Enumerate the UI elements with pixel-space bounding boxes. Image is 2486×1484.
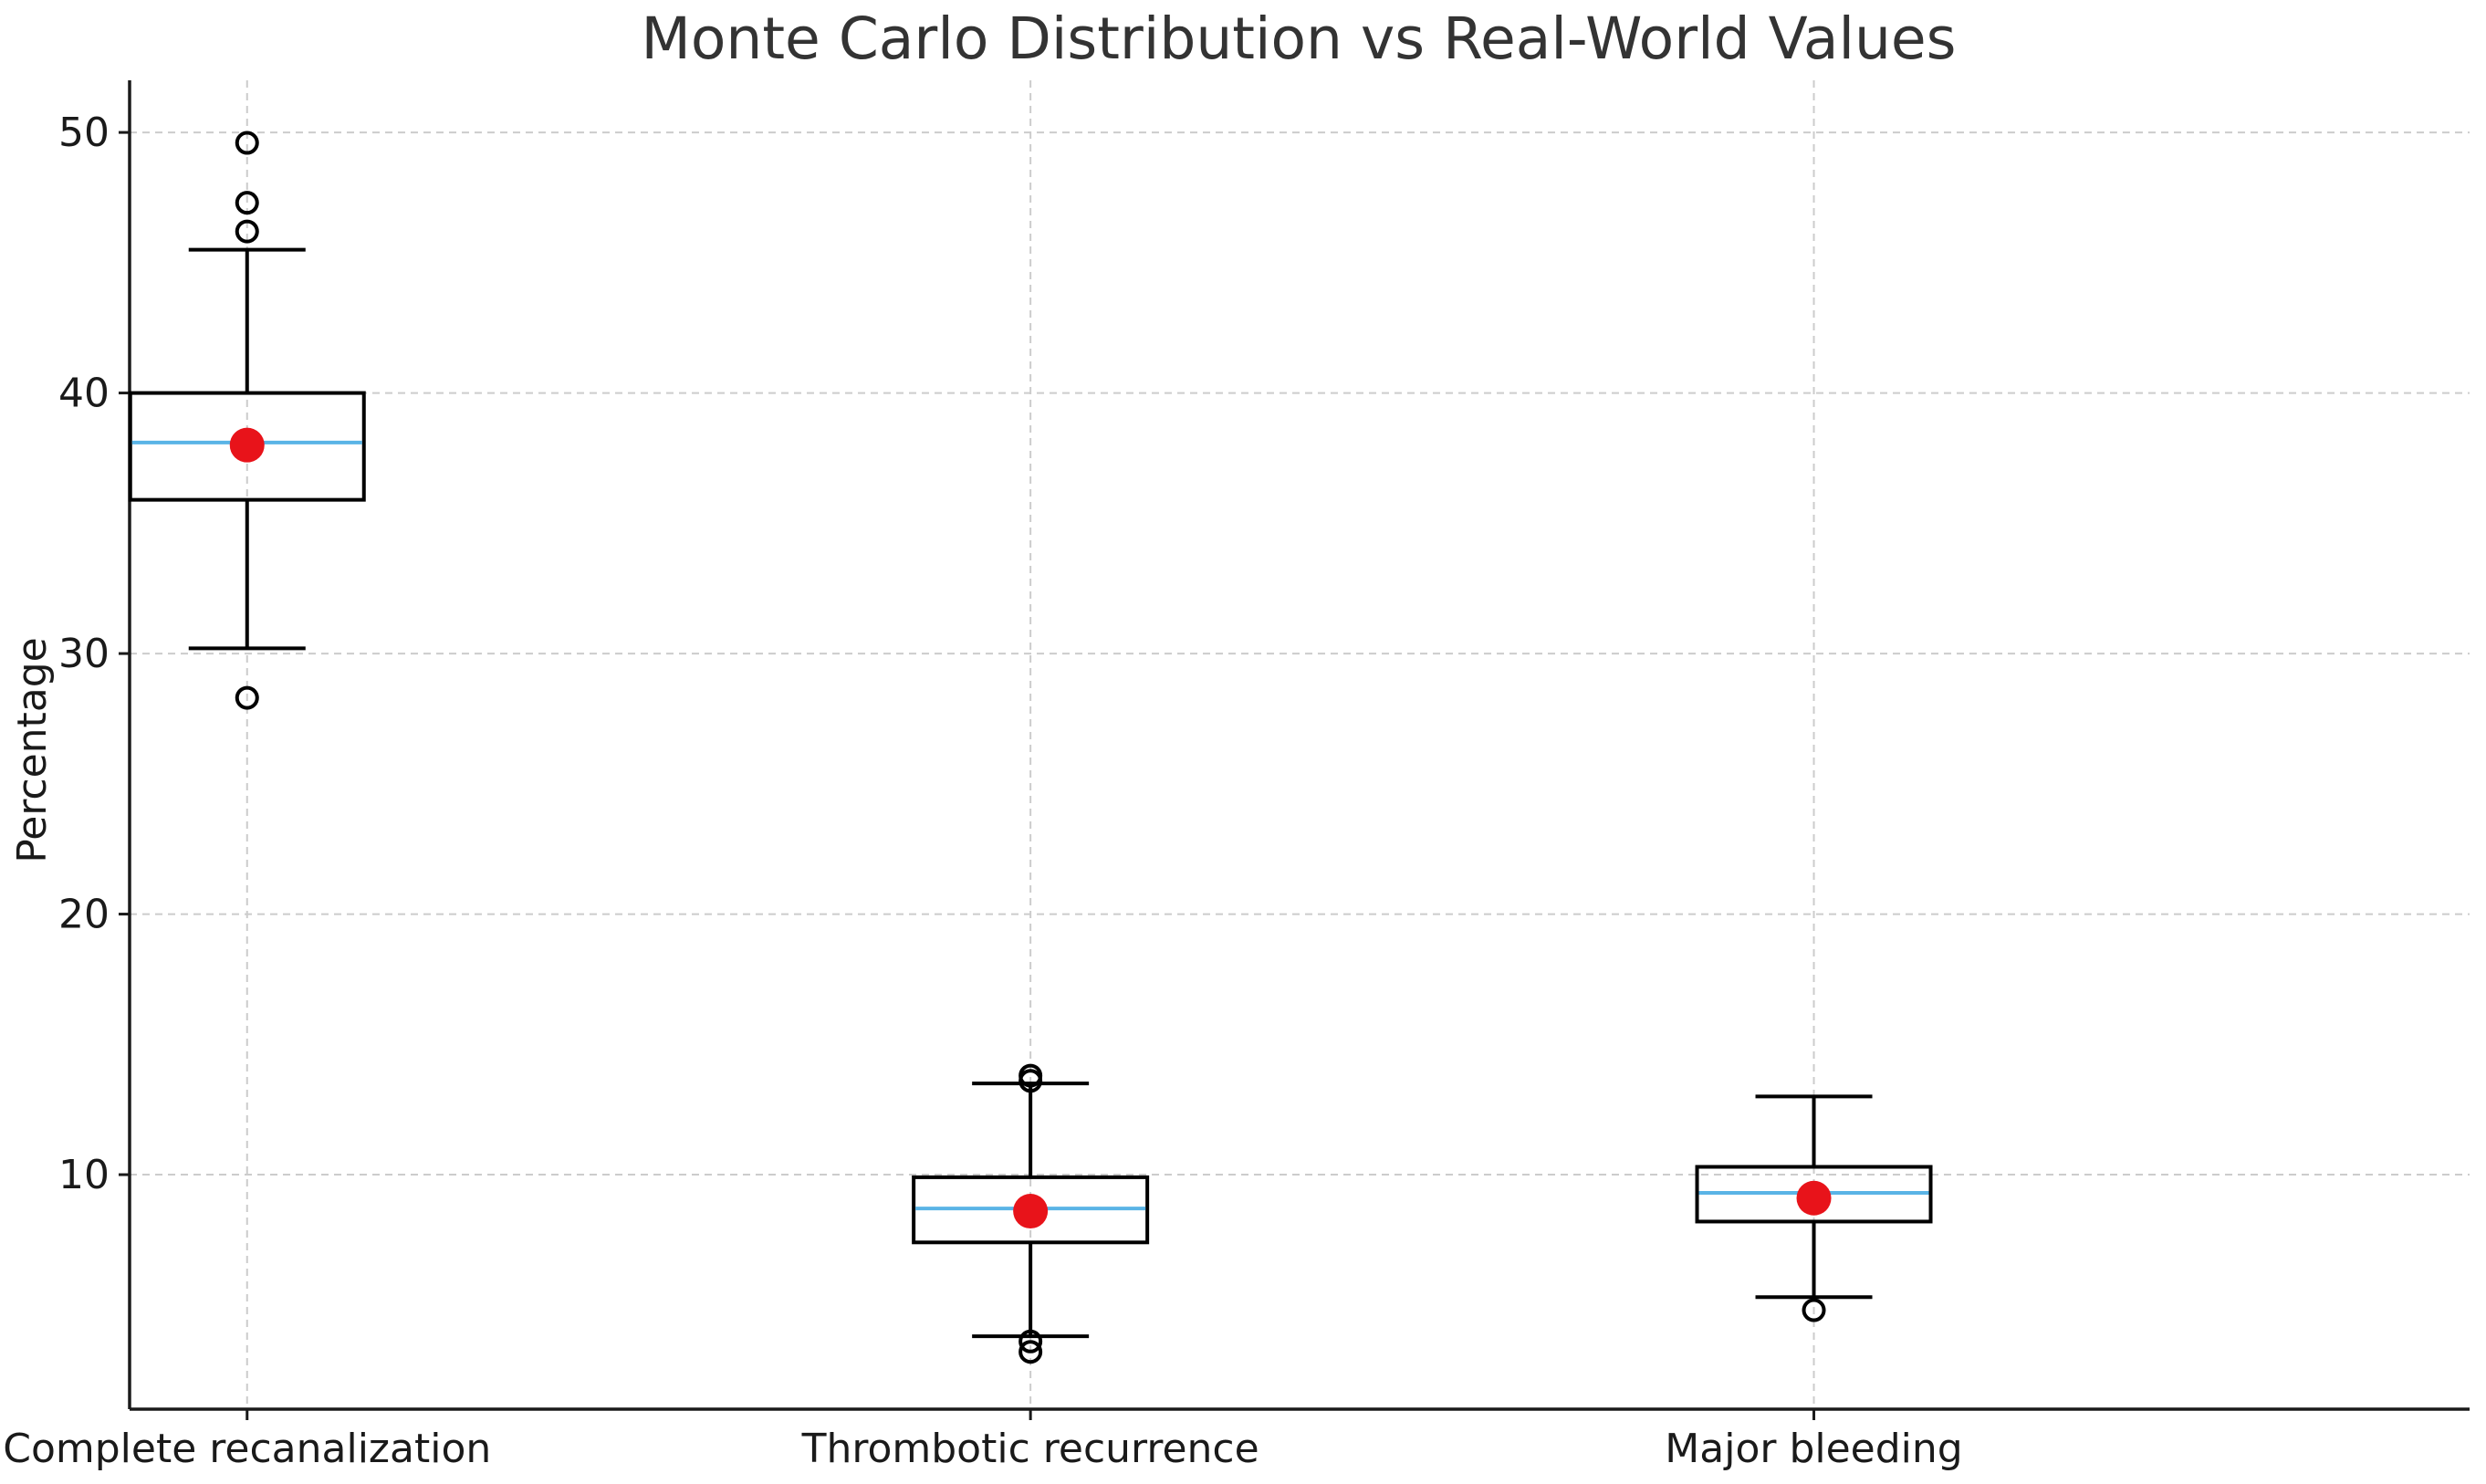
iqr-box xyxy=(1695,1165,1933,1224)
outlier-point-0 xyxy=(235,685,259,710)
y-tick-label-40: 40 xyxy=(58,371,110,417)
grid-layer xyxy=(130,80,2470,1409)
y-tick-label-10: 10 xyxy=(58,1152,110,1198)
box-layer xyxy=(128,131,1933,1364)
outlier-point-1 xyxy=(235,219,259,244)
outlier-point-2 xyxy=(235,191,259,215)
y-tick-label-50: 50 xyxy=(58,110,110,156)
box-group-0 xyxy=(128,131,366,710)
y-tick-label-30: 30 xyxy=(58,631,110,677)
box-group-1 xyxy=(912,1063,1150,1364)
box-group-2 xyxy=(1695,1094,1933,1322)
outlier-point-0 xyxy=(1018,1340,1043,1364)
chart-title: Monte Carlo Distribution vs Real-World V… xyxy=(642,5,1957,72)
iqr-box xyxy=(128,391,366,502)
axis-layer: 10 20 30 40 50 Complete recanalization Thrombo… xyxy=(3,80,2470,1472)
y-axis-label: Percentage xyxy=(9,637,56,863)
x-tick-label-2: Major bleeding xyxy=(1665,1426,1962,1472)
outlier-point-1 xyxy=(1018,1329,1043,1353)
outlier-point-0 xyxy=(1802,1298,1826,1322)
x-tick-label-0: Complete recanalization xyxy=(3,1426,491,1472)
x-tick-label-1: Thrombotic recurrence xyxy=(801,1426,1259,1472)
real-world-marker xyxy=(1013,1194,1049,1229)
outlier-point-3 xyxy=(1018,1063,1043,1088)
outlier-point-3 xyxy=(235,131,259,155)
real-world-marker xyxy=(229,427,265,463)
y-tick-label-20: 20 xyxy=(58,892,110,938)
real-world-marker xyxy=(1796,1180,1832,1216)
iqr-box xyxy=(912,1175,1150,1245)
